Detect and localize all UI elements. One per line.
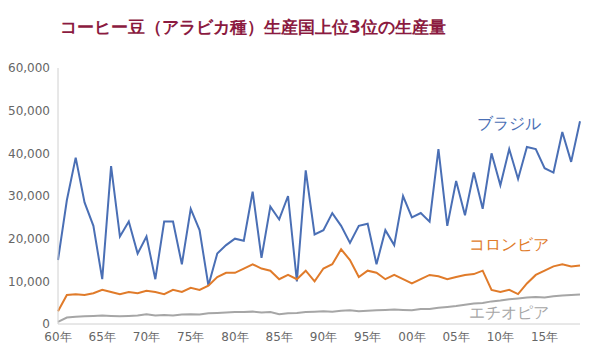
svg-text:90年: 90年	[310, 330, 337, 344]
svg-text:05年: 05年	[442, 330, 469, 344]
svg-text:10,000: 10,000	[8, 275, 50, 289]
svg-text:コロンビア: コロンビア	[469, 235, 549, 254]
svg-text:60年: 60年	[44, 330, 71, 344]
svg-text:エチオピア: エチオピア	[469, 303, 549, 322]
svg-text:65年: 65年	[89, 330, 116, 344]
svg-text:85年: 85年	[266, 330, 293, 344]
svg-text:00年: 00年	[398, 330, 425, 344]
svg-text:30,000: 30,000	[8, 189, 50, 203]
svg-text:10年: 10年	[487, 330, 514, 344]
svg-text:15年: 15年	[531, 330, 558, 344]
svg-text:95年: 95年	[354, 330, 381, 344]
svg-text:70年: 70年	[133, 330, 160, 344]
svg-text:80年: 80年	[221, 330, 248, 344]
svg-text:20,000: 20,000	[8, 232, 50, 246]
svg-text:60,000: 60,000	[8, 61, 50, 75]
svg-text:50,000: 50,000	[8, 104, 50, 118]
svg-text:ブラジル: ブラジル	[477, 114, 541, 133]
html-text:コーヒー豆（アラビカ種）生産国上位3位の生産量: コーヒー豆（アラビカ種）生産国上位3位の生産量	[60, 17, 446, 37]
svg-text:40,000: 40,000	[8, 147, 50, 161]
svg-text:0: 0	[42, 317, 50, 331]
svg-text:75年: 75年	[177, 330, 204, 344]
